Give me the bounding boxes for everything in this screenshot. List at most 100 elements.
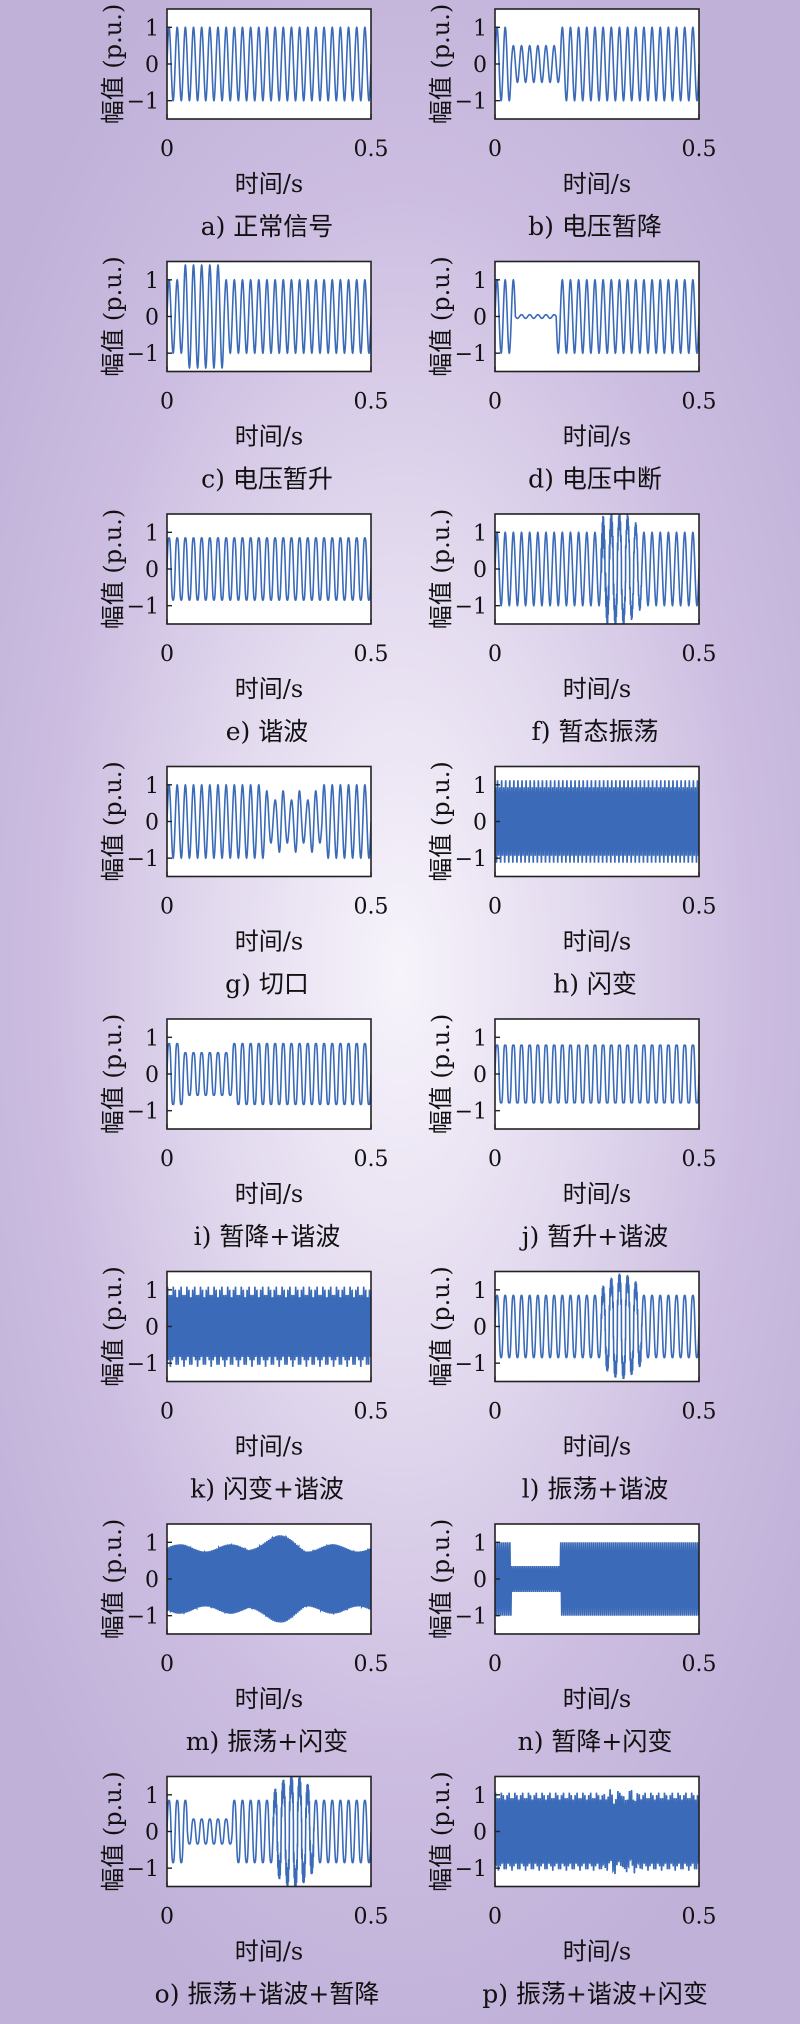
subplot-caption: p) 振荡+谐波+闪变 [482,1980,708,2009]
x-tick-label: 0.5 [354,1905,389,1930]
y-axis-label: 幅值 (p.u.) [427,509,455,629]
y-tick-label: −1 [455,1352,487,1377]
y-axis-label: 幅值 (p.u.) [427,1014,455,1134]
y-tick-label: 1 [145,1026,159,1051]
subplot-j: 10−10 0.5幅值 (p.u.)时间/sj) 暂升+谐波 [427,1014,717,1251]
x-axis-label: 时间/s [235,928,303,956]
x-axis-label: 时间/s [235,1180,303,1208]
subplot-caption: m) 振荡+闪变 [186,1727,348,1756]
y-tick-label: 0 [145,1568,159,1593]
y-tick-label: 0 [473,558,487,583]
subplot-caption: e) 谐波 [226,717,309,746]
y-tick-label: −1 [127,342,159,367]
x-tick-label: 0 [488,137,502,162]
series-line [167,1286,371,1367]
y-axis-label: 幅值 (p.u.) [427,761,455,881]
x-axis-label: 时间/s [235,1433,303,1461]
y-tick-label: 0 [145,1063,159,1088]
y-tick-label: −1 [455,90,487,115]
x-tick-label: 0 [160,1905,174,1930]
subplot-h: 10−10 0.5幅值 (p.u.)时间/sh) 闪变 [427,761,717,998]
subplot-caption: h) 闪变 [553,970,637,999]
subplot-i: 10−10 0.5幅值 (p.u.)时间/si) 暂降+谐波 [99,1014,389,1251]
y-axis-label: 幅值 (p.u.) [427,1519,455,1639]
x-tick-label: 0 [160,137,174,162]
x-axis-label: 时间/s [235,675,303,703]
x-tick-label: 0 [160,1652,174,1677]
y-tick-label: −1 [127,1605,159,1630]
x-tick-label: 0 [488,1400,502,1425]
y-axis-label: 幅值 (p.u.) [99,1014,127,1134]
series-line [495,1044,699,1104]
subplot-b: 10−10 0.5幅值 (p.u.)时间/sb) 电压暂降 [427,4,717,241]
subplot-c: 10−10 0.5幅值 (p.u.)时间/sc) 电压暂升 [99,256,389,493]
y-tick-label: 0 [473,1821,487,1846]
y-axis-label: 幅值 (p.u.) [427,1771,455,1891]
y-tick-label: −1 [455,595,487,620]
subplot-caption: d) 电压中断 [528,465,662,494]
series-line [495,1542,699,1616]
x-tick-label: 0.5 [682,1652,717,1677]
series-line [495,278,699,355]
x-tick-label: 0 [488,390,502,415]
x-axis-label: 时间/s [563,675,631,703]
y-tick-label: 1 [473,521,487,546]
subplot-caption: a) 正常信号 [201,212,334,241]
subplot-p: 10−10 0.5幅值 (p.u.)时间/sp) 振荡+谐波+闪变 [427,1771,717,2008]
subplot-caption: g) 切口 [225,970,309,999]
y-tick-label: −1 [455,847,487,872]
subplot-caption: i) 暂降+谐波 [194,1222,341,1251]
x-axis-label: 时间/s [235,1685,303,1713]
subplot-a: 10−10 0.5幅值 (p.u.)时间/sa) 正常信号 [99,4,389,241]
y-tick-label: −1 [455,1605,487,1630]
y-tick-label: 0 [473,811,487,836]
y-tick-label: 0 [145,1821,159,1846]
y-tick-label: 0 [145,558,159,583]
series-line [495,514,699,624]
y-axis-label: 幅值 (p.u.) [427,4,455,124]
y-tick-label: 0 [473,1063,487,1088]
y-tick-label: 0 [145,53,159,78]
x-tick-label: 0.5 [354,895,389,920]
series-line [167,537,371,601]
series-line [167,1042,371,1106]
x-tick-label: 0.5 [354,137,389,162]
subplot-caption: f) 暂态振荡 [532,717,659,746]
y-tick-label: 0 [145,306,159,331]
y-axis-label: 幅值 (p.u.) [427,256,455,376]
y-tick-label: 0 [145,1316,159,1341]
x-axis-label: 时间/s [563,1938,631,1966]
y-axis-label: 幅值 (p.u.) [99,1771,127,1891]
subplot-k: 10−10 0.5幅值 (p.u.)时间/sk) 闪变+谐波 [99,1266,389,1503]
y-axis-label: 幅值 (p.u.) [99,1519,127,1639]
x-axis-label: 时间/s [235,423,303,451]
x-tick-label: 0 [488,1905,502,1930]
x-axis-label: 时间/s [563,1433,631,1461]
y-tick-label: −1 [455,1100,487,1125]
x-tick-label: 0 [488,895,502,920]
y-tick-label: −1 [127,847,159,872]
y-tick-label: −1 [127,595,159,620]
x-tick-label: 0 [488,642,502,667]
x-tick-label: 0.5 [682,1147,717,1172]
series-line [167,263,371,370]
y-tick-label: 1 [473,1279,487,1304]
subplot-o: 10−10 0.5幅值 (p.u.)时间/so) 振荡+谐波+暂降 [99,1771,389,2008]
y-tick-label: 1 [473,1026,487,1051]
y-tick-label: 1 [145,269,159,294]
series-line [167,1776,371,1887]
y-tick-label: −1 [127,1857,159,1882]
subplot-g: 10−10 0.5幅值 (p.u.)时间/sg) 切口 [99,761,389,998]
subplot-caption: n) 暂降+闪变 [518,1727,673,1756]
series-line [495,1273,699,1380]
x-axis-label: 时间/s [563,423,631,451]
series-line [167,26,371,102]
subplot-d: 10−10 0.5幅值 (p.u.)时间/sd) 电压中断 [427,256,717,493]
y-axis-label: 幅值 (p.u.) [99,256,127,376]
subplot-e: 10−10 0.5幅值 (p.u.)时间/se) 谐波 [99,509,389,746]
series-line [495,1789,699,1875]
y-tick-label: 1 [473,1784,487,1809]
x-tick-label: 0.5 [354,642,389,667]
series-line [495,780,699,863]
